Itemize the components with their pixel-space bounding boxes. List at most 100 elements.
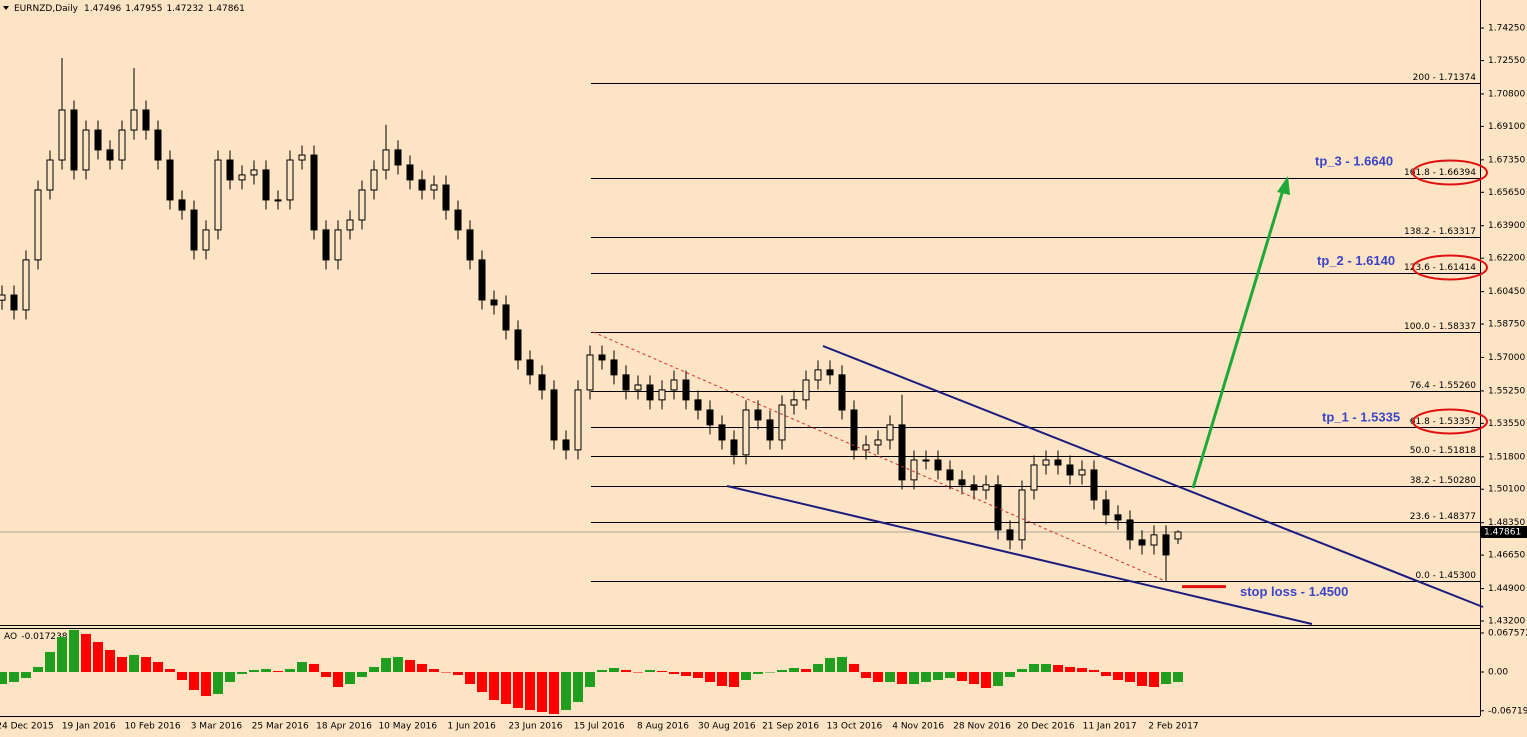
candle-body [610, 359, 618, 376]
x-tick-label: 30 Aug 2016 [698, 722, 756, 732]
x-tick-label: 1 Jun 2016 [447, 722, 496, 732]
ao-bar [441, 671, 451, 673]
ao-bar [801, 668, 811, 672]
candle-body [166, 159, 174, 201]
candle-body [346, 219, 354, 231]
candle-body [946, 469, 954, 481]
candle-body [1162, 534, 1170, 556]
ao-bar [297, 662, 307, 672]
candle-body [550, 389, 558, 441]
target-arrowhead [1277, 176, 1290, 195]
candle-body [1042, 459, 1050, 466]
fib-label: 50.0 - 1.51818 [1410, 446, 1476, 456]
y-tick-label: 1.48350 [1488, 518, 1525, 528]
candle-body [706, 409, 714, 426]
annotation: tp_3 - 1.6640 [1315, 153, 1393, 168]
indicator-name: AO [4, 632, 17, 642]
ao-bar [1089, 669, 1099, 672]
x-tick-label: 23 Jun 2016 [508, 722, 562, 732]
candle-body [418, 179, 426, 191]
candle-body [1150, 534, 1158, 546]
y-tick-label: 1.74250 [1488, 24, 1525, 34]
candle-body [0, 294, 6, 301]
ao-bar [465, 671, 475, 684]
ao-bar [537, 671, 547, 712]
candle-body [622, 374, 630, 391]
x-tick-label: 10 May 2016 [378, 722, 437, 732]
candle-body [1102, 499, 1110, 516]
candle-body [106, 149, 114, 161]
ao-bar [393, 656, 403, 672]
candle-body [334, 229, 342, 261]
candle-body [490, 299, 498, 306]
ao-bar [117, 656, 127, 672]
y-tick-label: 1.67350 [1488, 155, 1525, 165]
candle-body [1126, 519, 1134, 541]
ao-bar [765, 671, 775, 673]
candle-body [502, 304, 510, 331]
ao-bar [1149, 671, 1159, 688]
drawings [592, 176, 1484, 625]
ao-bar [729, 671, 739, 688]
ao-bar [1005, 671, 1015, 678]
candle-body [670, 379, 678, 391]
ao-bar [321, 671, 331, 678]
ao-bar [861, 671, 871, 678]
ao-bar [1053, 665, 1063, 672]
candle-body [382, 149, 390, 171]
candle-body [1090, 469, 1098, 501]
candle-body [154, 129, 162, 161]
ao-bar [1041, 663, 1051, 672]
ao-bar [645, 669, 655, 672]
candle-body [226, 159, 234, 181]
candle-body [478, 259, 486, 301]
candle-body [922, 459, 930, 462]
ao-bar [1017, 668, 1027, 672]
candle-body [394, 149, 402, 166]
ao-bar [177, 671, 187, 681]
ao-bar [513, 671, 523, 709]
ao-bar [753, 671, 763, 675]
candle-body [190, 209, 198, 251]
y-tick-label: 1.63900 [1488, 221, 1525, 231]
candle-body [238, 174, 246, 181]
ao-bar [93, 641, 103, 672]
ao-bar [1065, 666, 1075, 672]
candle-body [202, 229, 210, 251]
candle-body [262, 169, 270, 201]
annotation: stop loss - 1.4500 [1240, 584, 1348, 599]
ao-bar [501, 671, 511, 705]
y-tick-label: 1.50100 [1488, 485, 1525, 495]
ao-bar [549, 671, 559, 715]
target-arrow [1191, 189, 1285, 489]
candle-body [718, 424, 726, 441]
candle-body [58, 109, 66, 161]
y-tick-label: 1.44900 [1488, 584, 1525, 594]
candle-body [430, 184, 438, 191]
ao-bar [777, 669, 787, 672]
y-tick-label: 1.69100 [1488, 122, 1525, 132]
y-tick-label: 1.57000 [1488, 353, 1525, 363]
y-tick-label: 1.51800 [1488, 452, 1525, 462]
x-tick-label: 18 Apr 2016 [316, 722, 372, 732]
ao-bar [189, 671, 199, 691]
y2-tick-label: -0.06719 [1488, 706, 1527, 716]
candle-body [406, 164, 414, 181]
fib-highlight [1412, 159, 1488, 186]
last-close: 1.47861 [208, 4, 245, 14]
candle-body [22, 259, 30, 311]
ao-bar [585, 671, 595, 688]
candle-body [454, 209, 462, 231]
ao-bar [933, 671, 943, 681]
candle-body [274, 199, 282, 202]
ao-bar [309, 663, 319, 672]
annotation: tp_1 - 1.5335 [1322, 410, 1400, 425]
candle-body [982, 484, 990, 491]
ao-bar [213, 671, 223, 694]
candle-body [970, 484, 978, 491]
fib-label: 100.0 - 1.58337 [1404, 322, 1476, 332]
ao-bar [957, 671, 967, 681]
ao-bar [837, 656, 847, 672]
ao-bar [153, 662, 163, 672]
